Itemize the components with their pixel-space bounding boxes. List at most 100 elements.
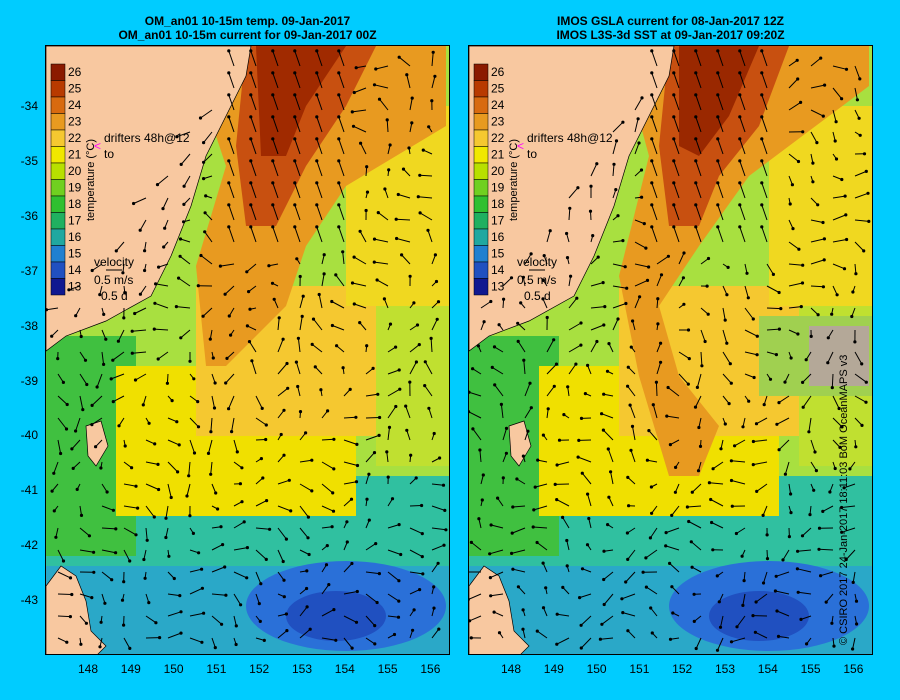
arrow-head [296,384,300,389]
arrow-head [412,301,416,305]
arrow-head [469,410,471,414]
arrow-head [715,648,720,652]
current-arrow [627,549,636,560]
current-arrow [354,87,367,93]
arrow-head [331,509,336,513]
legend-value: 17 [491,214,505,228]
current-arrow [755,631,768,639]
current-arrow [338,50,345,67]
current-arrow [744,307,754,320]
current-arrow [688,521,702,529]
arrow-head [621,120,625,124]
arrow-head [799,100,803,104]
current-arrow [766,351,777,356]
arrow-head [753,630,757,634]
current-arrow [139,219,147,231]
arrow-head [111,508,115,512]
arrow-head [738,49,742,53]
arrow-head [602,392,606,396]
arrow-head [855,622,859,626]
arrow-head [694,93,698,97]
current-arrow [469,391,482,397]
current-arrow [180,238,191,243]
arrow-head [156,462,160,466]
arrow-head [179,336,183,340]
arrow-head [90,596,94,600]
flinders-island [508,420,532,467]
current-arrow [797,549,812,552]
arrow-head [816,313,820,317]
arrow-head [271,71,275,75]
arrow-head [114,527,118,531]
arrow-head [650,511,654,515]
arrow-head [220,622,224,626]
current-arrow [651,182,658,199]
arrow-head [504,451,508,455]
arrow-head [375,278,379,282]
current-arrow [272,50,279,67]
current-arrow [331,301,345,309]
current-arrow [717,160,724,177]
arrow-head [840,505,844,510]
current-arrow [502,277,512,287]
current-arrow [744,285,749,298]
arrow-head [741,603,745,608]
current-arrow [778,439,790,451]
current-arrow [189,568,202,573]
arrow-head [516,585,520,589]
current-arrow [696,373,702,388]
current-arrow [753,439,768,442]
current-arrow [634,263,649,268]
current-arrow [761,226,768,243]
arrow-head [202,160,206,164]
arrow-head [218,264,222,268]
arrow-head [716,203,720,207]
arrow-head [690,565,694,569]
arrow-head [542,254,546,258]
current-arrow [845,549,856,560]
arrow-head [335,344,339,348]
arrow-head [120,598,125,602]
arrow-head [727,402,731,406]
arrow-head [377,433,381,437]
arrow-head [293,137,297,141]
y-tick-label: -34 [20,99,38,113]
arrow-head [650,181,654,185]
arrow-head [644,585,648,589]
current-arrow [568,297,578,309]
current-arrow [778,635,790,639]
arrow-head [286,386,290,390]
arrow-head [469,636,473,640]
current-arrow [57,615,71,618]
arrow-head [234,642,238,647]
arrow-head [840,425,844,429]
current-arrow [568,363,577,375]
arrow-head [826,336,830,340]
arrow-head [672,159,676,163]
arrow-head [421,148,425,152]
arrow-head [775,609,779,613]
arrow-head [729,459,733,463]
current-arrow [739,50,746,67]
current-arrow [228,182,235,199]
arrow-head [587,516,591,521]
arrow-head [227,225,231,229]
current-arrow [115,241,125,252]
current-arrow [202,307,213,317]
arrow-head [349,497,354,501]
current-arrow [211,395,215,409]
arrow-head [394,217,398,221]
legend-value: 15 [491,247,505,261]
arrow-head [143,249,147,253]
current-arrow [91,263,103,271]
arrow-head [376,211,380,215]
arrow-head [351,124,356,128]
arrow-head [59,451,63,456]
arrow-head [717,600,721,604]
current-arrow [810,259,825,265]
arrow-head [843,194,847,198]
current-arrow [294,226,301,243]
legend-swatch [473,80,489,98]
arrow-head [354,415,358,419]
arrow-head [394,404,398,409]
